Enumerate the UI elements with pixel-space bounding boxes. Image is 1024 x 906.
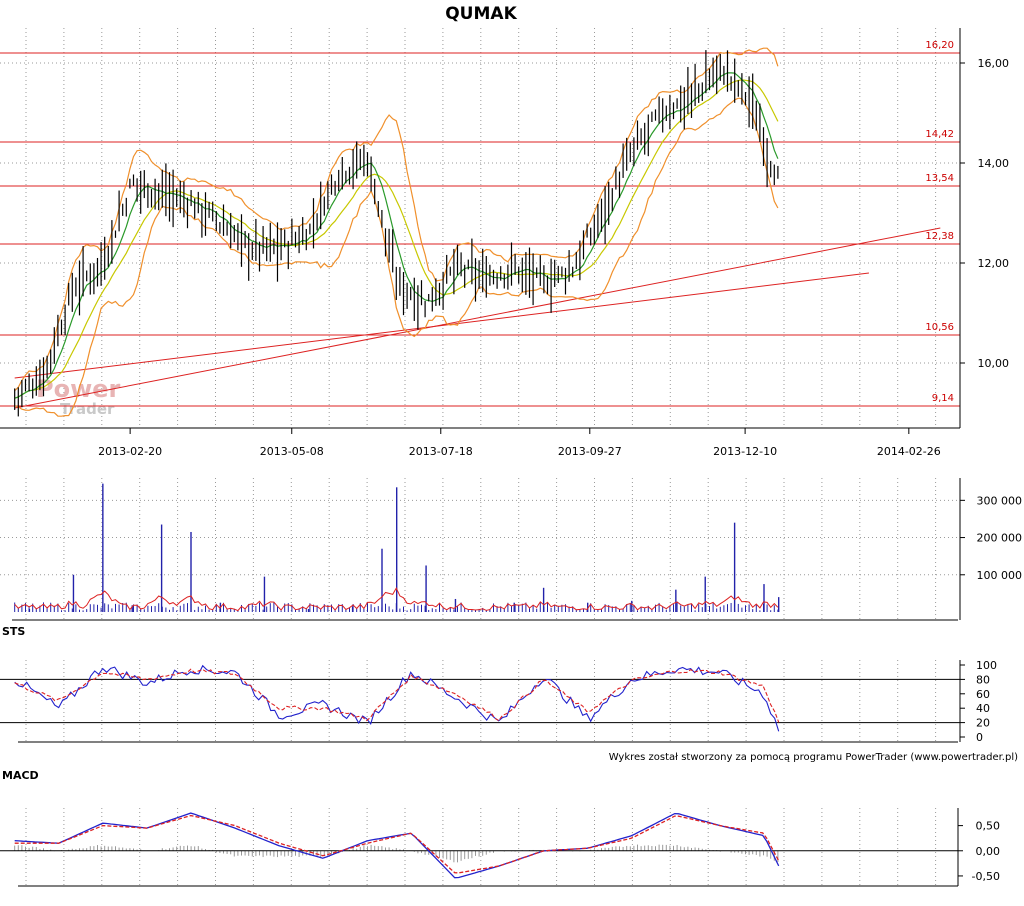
volume-gridlines — [0, 478, 958, 620]
sts-panel-title: STS — [2, 625, 25, 638]
price-x-tick-label: 2013-12-10 — [713, 445, 777, 458]
macd-gridlines — [25, 808, 937, 886]
volume-y-tick-label: 300 000 — [977, 494, 1023, 507]
price-x-tick-label: 2013-02-20 — [98, 445, 162, 458]
bollinger-bands — [14, 47, 779, 417]
price-x-tick-label: 2013-09-27 — [558, 445, 622, 458]
sts-main-line — [14, 664, 780, 732]
price-x-ticks: 2013-02-20 2013-05-08 2013-07-18 2013-09-27… — [98, 428, 941, 458]
moving-average-slow — [14, 79, 779, 399]
powertrader-credit: Wykres został stworzony za pomocą progra… — [609, 752, 1018, 763]
price-y-ticks: 10,00 12,00 14,00 16,00 — [960, 57, 1009, 370]
macd-y-tick-label: 0,00 — [976, 845, 1001, 858]
price-x-tick-label: 2014-02-26 — [877, 445, 941, 458]
support-resistance-levels — [0, 52, 960, 407]
sts-y-tick-label: 40 — [976, 702, 990, 715]
sts-y-tick-label: 100 — [976, 659, 997, 672]
macd-y-tick-label: 0,50 — [976, 820, 1001, 833]
sts-lines — [0, 664, 960, 732]
sts-y-tick-label: 60 — [976, 688, 990, 701]
price-gridlines — [0, 28, 960, 428]
chart-title: QUMAK — [445, 4, 517, 24]
sts-y-tick-label: 0 — [976, 731, 983, 744]
bollinger-lower-band — [14, 97, 779, 417]
moving-averages — [14, 72, 779, 399]
trendline — [14, 227, 941, 409]
price-y-tick-label: 14,00 — [978, 157, 1010, 170]
sts-y-tick-label: 20 — [976, 717, 990, 730]
level-label: 13,54 — [925, 173, 954, 184]
sts-signal-line — [14, 668, 780, 723]
macd-y-ticks: -0,50 0,00 0,50 — [958, 820, 1000, 883]
macd-histogram — [14, 844, 779, 863]
macd-panel-title: MACD — [2, 769, 39, 782]
level-label: 10,56 — [925, 322, 954, 333]
level-label: 9,14 — [932, 393, 954, 404]
bollinger-upper-band — [14, 47, 779, 392]
volume-bars — [14, 483, 780, 612]
volume-average-line — [14, 587, 779, 612]
watermark-power: Power — [36, 375, 121, 403]
price-y-tick-label: 12,00 — [978, 257, 1010, 270]
level-label: 12,38 — [925, 231, 954, 242]
price-bars — [14, 50, 779, 417]
price-y-tick-label: 16,00 — [978, 57, 1010, 70]
volume-y-tick-label: 100 000 — [977, 569, 1023, 582]
macd-signal-line — [14, 814, 780, 874]
macd-y-tick-label: -0,50 — [972, 870, 1000, 883]
macd-main-line — [14, 812, 780, 879]
price-x-tick-label: 2013-07-18 — [409, 445, 473, 458]
sts-y-tick-label: 80 — [976, 673, 990, 686]
price-x-tick-label: 2013-05-08 — [260, 445, 324, 458]
level-label: 14,42 — [925, 129, 954, 140]
volume-y-ticks: 100 000 200 000 300 000 — [960, 494, 1023, 582]
trendline — [14, 272, 870, 379]
macd-lines — [0, 812, 958, 879]
sts-gridlines — [25, 660, 937, 742]
trendlines — [14, 227, 941, 409]
volume-y-tick-label: 200 000 — [977, 532, 1023, 545]
level-labels: 16,20 14,42 13,54 12,38 10,56 9,14 — [925, 40, 954, 404]
moving-average-fast — [14, 72, 779, 399]
price-y-tick-label: 10,00 — [978, 357, 1010, 370]
level-label: 16,20 — [925, 40, 954, 51]
